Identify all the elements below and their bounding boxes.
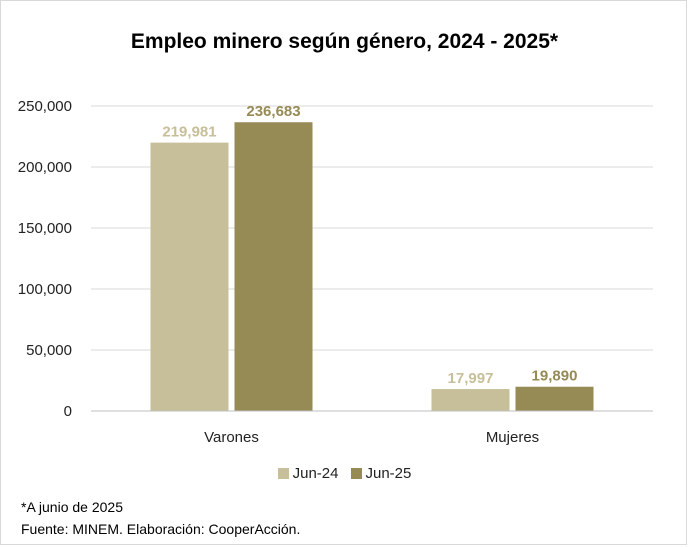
- y-tick-label: 50,000: [26, 342, 72, 359]
- chart-notes: *A junio de 2025 Fuente: MINEM. Elaborac…: [21, 496, 300, 540]
- y-tick-label: 100,000: [18, 281, 72, 298]
- y-tick-label: 150,000: [18, 220, 72, 237]
- source-note: Fuente: MINEM. Elaboración: CooperAcción…: [21, 521, 301, 537]
- data-label: 236,683: [246, 103, 300, 120]
- data-label: 19,890: [532, 368, 578, 385]
- legend-label-jun-25: Jun-25: [365, 465, 412, 482]
- legend-label-jun-24: Jun-24: [292, 465, 339, 482]
- legend-swatch-jun-24: [277, 468, 289, 479]
- x-tick-label: Varones: [204, 429, 259, 446]
- chart-title: Empleo minero según género, 2024 - 2025*: [130, 30, 559, 53]
- y-tick-label: 250,000: [18, 98, 72, 115]
- bar: [150, 142, 229, 412]
- bar: [431, 389, 510, 411]
- data-label: 219,981: [162, 124, 216, 141]
- footnote: *A junio de 2025: [21, 499, 123, 515]
- legend-item-jun-24: Jun-24: [277, 465, 339, 482]
- legend: Jun-24 Jun-25: [0, 465, 689, 482]
- legend-swatch-jun-25: [350, 468, 362, 479]
- legend-item-jun-25: Jun-25: [350, 465, 412, 482]
- y-tick-label: 200,000: [18, 159, 72, 176]
- y-tick-label: 0: [64, 403, 72, 420]
- data-label: 17,997: [448, 370, 494, 387]
- bar: [515, 386, 594, 411]
- bar: [234, 122, 313, 412]
- x-tick-label: Mujeres: [486, 429, 539, 446]
